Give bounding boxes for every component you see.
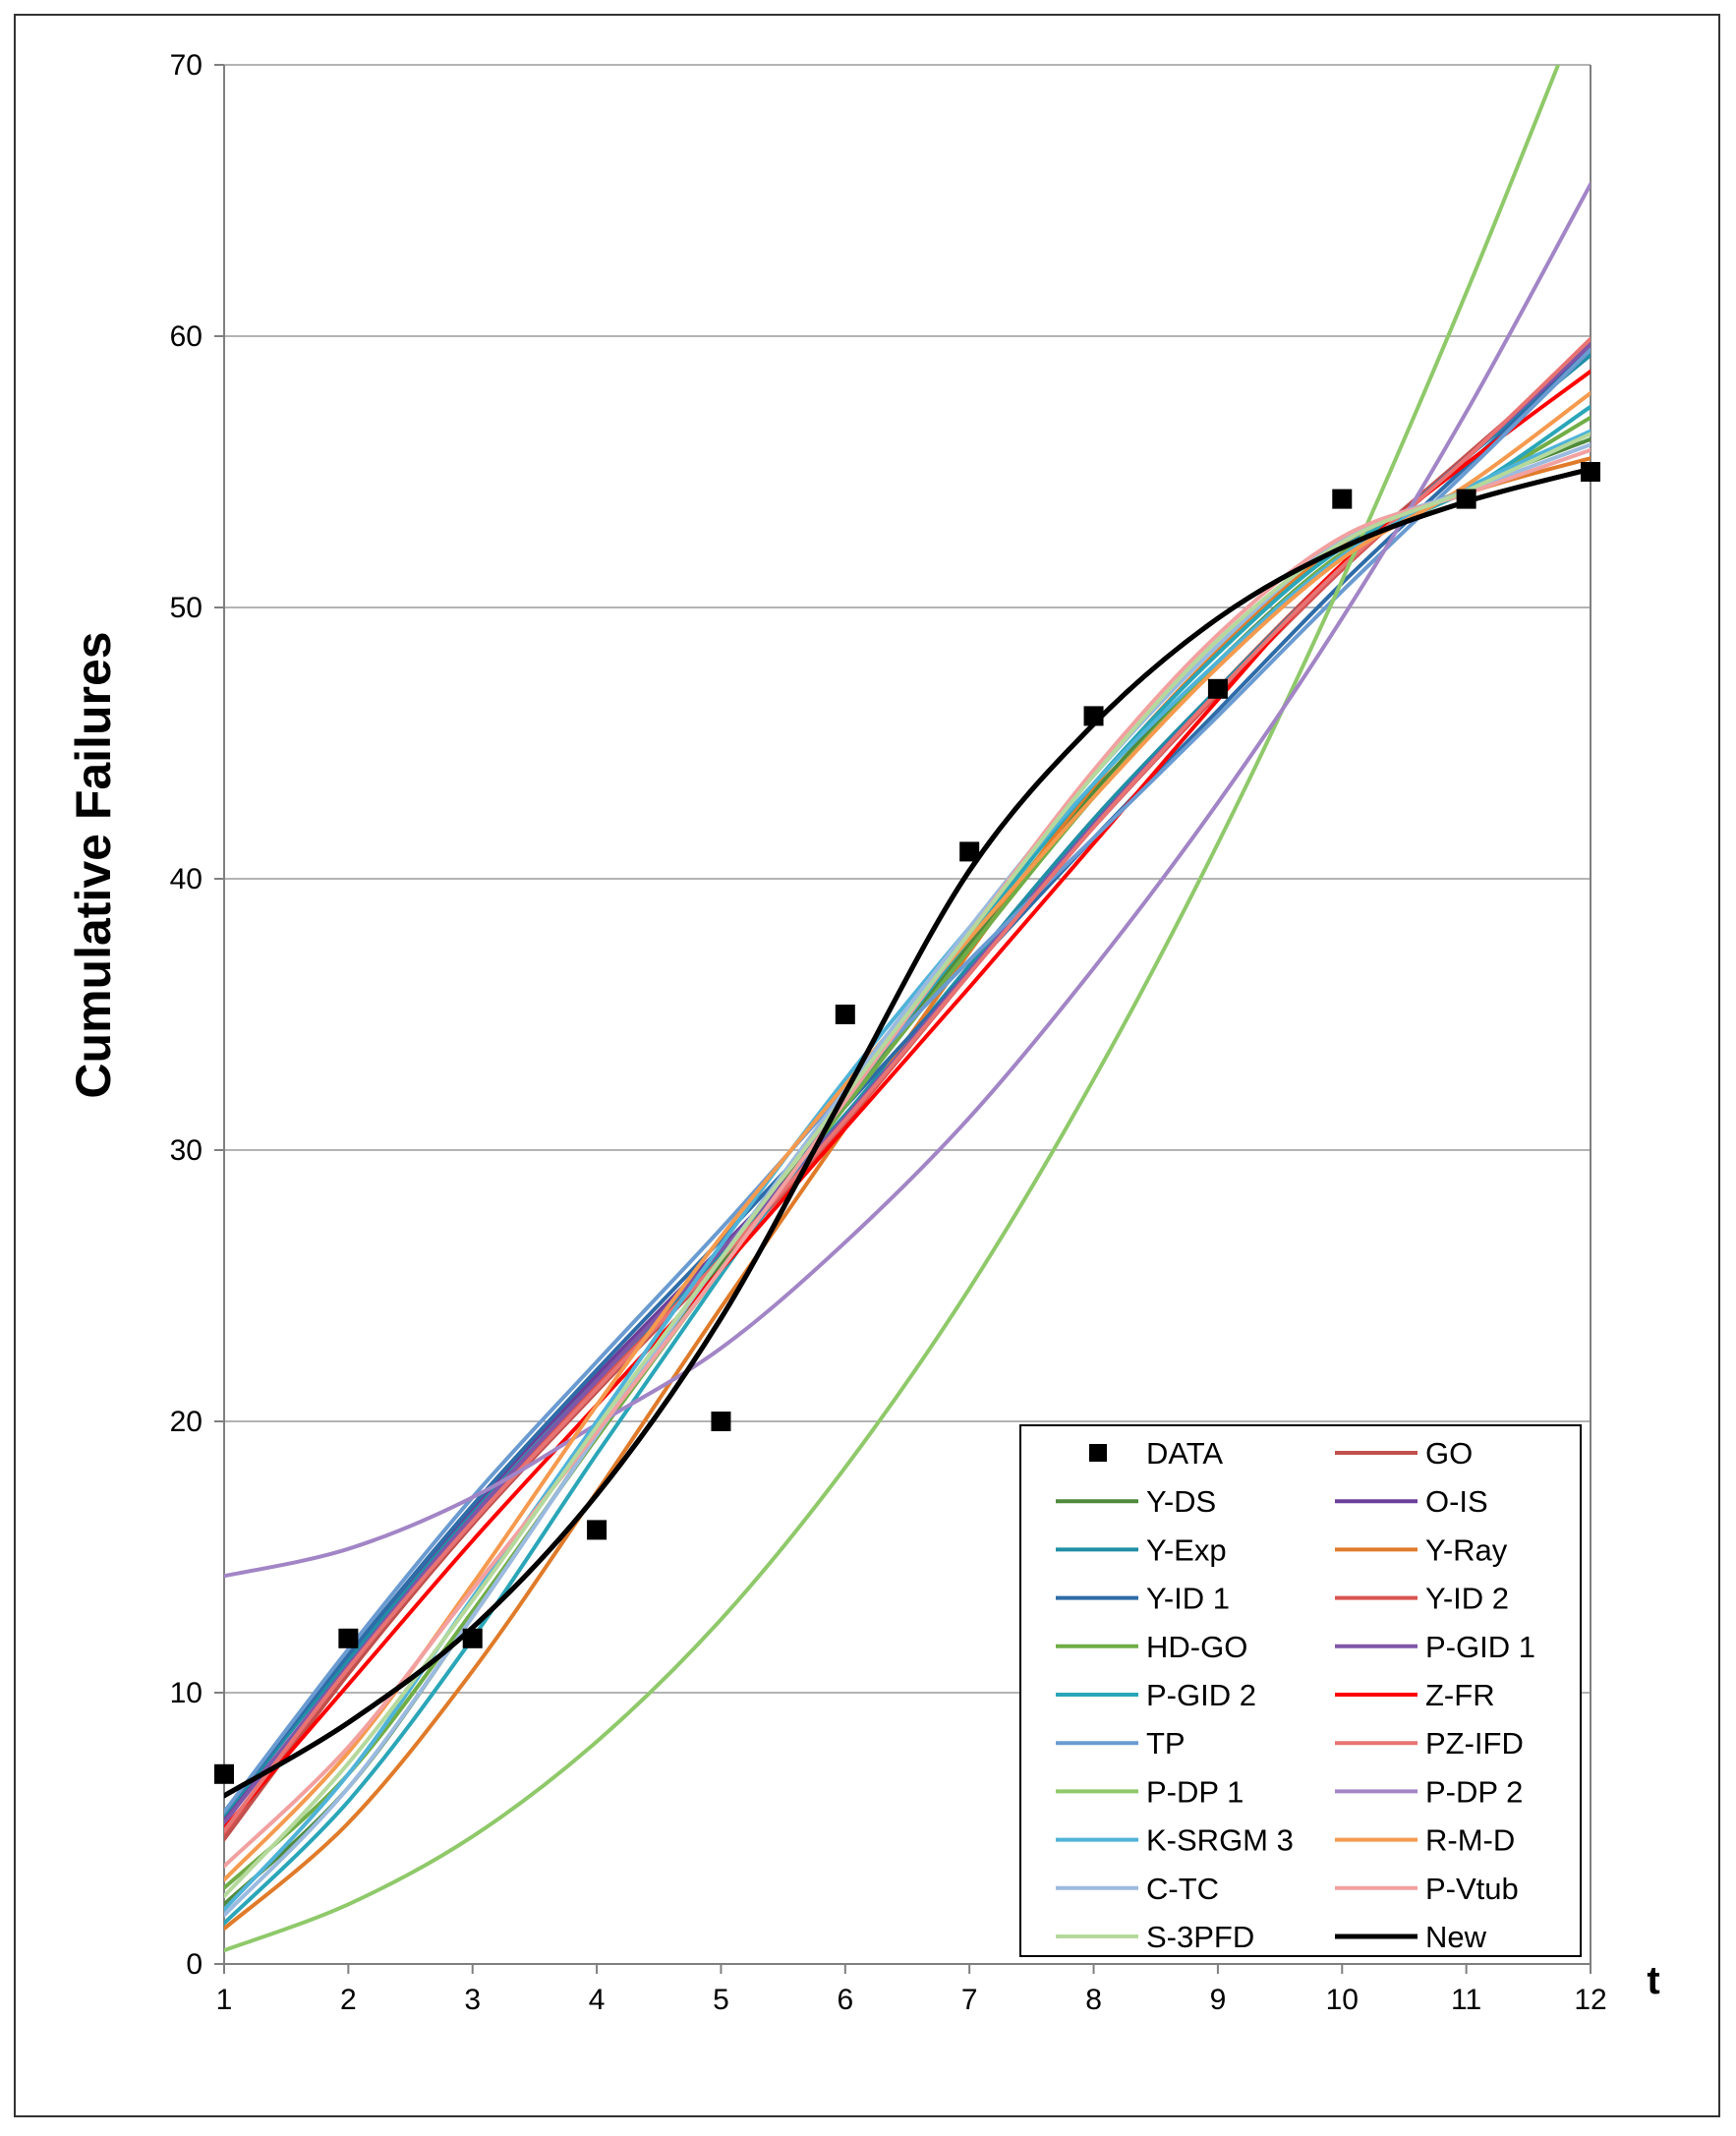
x-tick-label-4: 4 [589,1984,606,2016]
x-tick-label-11: 11 [1451,1984,1481,2016]
legend-label-y-ray: Y-Ray [1425,1532,1508,1567]
x-axis-label: t [1647,1959,1659,2002]
series-line-new-top [224,466,1591,1799]
data-markers [214,462,1600,1784]
axes [214,64,1591,1974]
data-point-marker [835,1005,855,1024]
y-tick-label-50: 50 [170,592,203,624]
series-line-tp [224,347,1591,1815]
series-line-p-dp-1 [224,65,1561,1953]
legend-label-z-fr: Z-FR [1425,1678,1495,1712]
data-point-marker [711,1412,731,1431]
y-tick-label-30: 30 [170,1134,203,1167]
x-tick-label-9: 9 [1210,1984,1227,2016]
data-point-marker [1207,678,1228,699]
series-line-s-3pfd [224,432,1591,1898]
data-point-marker [214,1763,234,1784]
x-tick-label-10: 10 [1326,1984,1359,2016]
data-point-marker [1581,462,1600,482]
y-tick-label-20: 20 [170,1406,203,1438]
y-tick-label-40: 40 [170,863,203,895]
data-point-marker [1083,706,1104,726]
legend-label-pz-ifd: PZ-IFD [1425,1726,1524,1761]
data-point-marker [959,841,980,862]
series-line-pz-ifd [224,336,1591,1833]
legend-label-new: New [1425,1920,1487,1954]
legend-box [1019,1424,1582,1957]
x-tick-label-1: 1 [216,1984,233,2016]
y-tick-label-70: 70 [170,49,203,82]
x-tick-label-6: 6 [837,1984,853,2016]
y-tick-label-10: 10 [170,1677,203,1709]
x-tick-label-2: 2 [340,1984,357,2016]
series-line-p-dp-2 [224,182,1591,1579]
series-line-p-vtub [224,447,1591,1869]
legend-label-k-srgm-3: K-SRGM 3 [1146,1823,1294,1858]
legend-label-data: DATA [1146,1436,1223,1471]
legend-label-r-m-d: R-M-D [1425,1823,1515,1858]
legend-label-y-ds: Y-DS [1146,1484,1216,1519]
legend-label-s-3pfd: S-3PFD [1146,1920,1254,1954]
y-axis-label: Cumulative Failures [66,631,121,1098]
legend-label-tp: TP [1146,1726,1186,1761]
x-tick-label-3: 3 [464,1984,481,2016]
series-lines [224,65,1591,1953]
series-line-y-id-1 [224,347,1591,1815]
x-tick-label-5: 5 [713,1984,729,2016]
data-point-marker [587,1520,608,1540]
data-point-marker [462,1628,483,1648]
legend-label-hd-go: HD-GO [1146,1630,1247,1664]
y-tick-label-0: 0 [186,1948,203,1981]
data-point-marker [1456,489,1476,509]
legend-label-p-vtub: P-Vtub [1425,1872,1519,1906]
series-line-z-fr [224,369,1591,1830]
legend-label-c-tc: C-TC [1146,1872,1219,1906]
legend-label-y-id-2: Y-ID 2 [1425,1582,1509,1616]
legend-label-p-gid-1: P-GID 1 [1425,1630,1535,1664]
legend-label-p-dp-1: P-DP 1 [1146,1774,1244,1809]
legend-label-y-exp: Y-Exp [1146,1532,1227,1567]
chart-frame [14,14,1720,2117]
legend-label-go: GO [1425,1436,1473,1471]
legend-label-p-gid-2: P-GID 2 [1146,1678,1256,1712]
x-tick-label-8: 8 [1085,1984,1102,2016]
series-line-hd-go [224,415,1591,1890]
x-tick-label-7: 7 [961,1984,978,2016]
x-tick-label-12: 12 [1574,1984,1606,2016]
legend-label-y-id-1: Y-ID 1 [1146,1582,1230,1616]
legend-swatch-data [1089,1444,1107,1462]
data-point-marker [338,1628,359,1648]
legend-label-o-is: O-IS [1425,1484,1488,1519]
legend-label-p-dp-2: P-DP 2 [1425,1774,1523,1809]
legend: DATA GO Y-DS O-IS Y-Exp Y-Ray Y-ID 1 Y-ID 2 HD-G… [1019,1424,1582,1957]
y-tick-label-60: 60 [170,320,203,353]
data-point-marker [1332,489,1353,509]
